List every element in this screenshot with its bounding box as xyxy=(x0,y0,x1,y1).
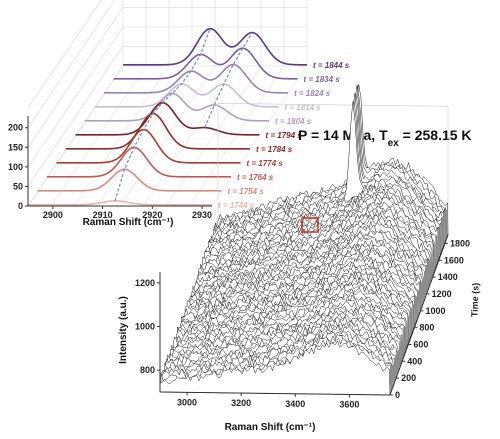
spectrum-line xyxy=(28,200,212,206)
spectrum-line xyxy=(47,146,231,178)
x-tick-label: 2930 xyxy=(192,210,212,220)
surface-z-tick-label: 1000 xyxy=(426,306,446,316)
grid-line-depth xyxy=(188,65,285,207)
surface-y-axis-label: Intensity (a.u.) xyxy=(118,296,129,364)
surface-x-axis-label: Raman Shift (cm⁻¹) xyxy=(225,422,316,433)
surface-z-tick-label: 1800 xyxy=(450,238,470,248)
time-label: t = 1834 s xyxy=(304,75,341,84)
x-tick-label: 2920 xyxy=(142,210,162,220)
surface-y-tick-label: 1200 xyxy=(135,278,155,288)
waterfall-chart: t = 1844 s t = 1834 s t = 1824 s t = 1814 s… xyxy=(8,0,350,228)
grid-line-side xyxy=(27,0,102,109)
spectrum-line xyxy=(75,101,260,136)
y-tick-label: 0 xyxy=(18,201,23,211)
waterfall-axes: 2900 2910 2920 2930 0 50 100 150 200 xyxy=(8,116,212,220)
surface-z-tick-label: 1600 xyxy=(444,255,464,265)
surface-spectrum xyxy=(159,340,391,396)
spectrum-line xyxy=(113,47,298,80)
grid-line-depth xyxy=(73,65,170,207)
surface-x-tick-label: 3200 xyxy=(231,398,251,408)
grid-line-side xyxy=(27,26,124,168)
time-label: t = 1844 s xyxy=(313,61,350,70)
y-tick-label: 150 xyxy=(8,142,23,152)
grid-line-depth xyxy=(50,65,147,207)
time-label: t = 1804 s xyxy=(275,117,312,126)
spectrum-line xyxy=(94,83,279,108)
x-tick-label: 2910 xyxy=(93,210,113,220)
time-label: t = 1794 s xyxy=(266,131,303,140)
y-tick-label: 50 xyxy=(13,181,23,191)
surface-z-tick-label: 600 xyxy=(413,339,428,349)
surface-z-tick-label: 800 xyxy=(419,323,434,333)
waterfall-curves: t = 1844 s t = 1834 s t = 1824 s t = 1814 s… xyxy=(28,27,350,210)
spectrum-line xyxy=(85,92,269,122)
spectrum-line xyxy=(37,168,222,192)
spectrum-line xyxy=(123,27,307,66)
time-label: t = 1824 s xyxy=(294,89,331,98)
condition-subscript: ex xyxy=(388,138,400,149)
surface-z-tick-label: 400 xyxy=(407,356,422,366)
grid-line-side xyxy=(27,65,124,207)
grid-line-side xyxy=(27,7,124,148)
x-tick-label: 2900 xyxy=(43,210,63,220)
zoom-region-box xyxy=(301,217,319,233)
grid-line-depth xyxy=(119,65,216,207)
time-label: t = 1764 s xyxy=(237,173,274,182)
surface-x-tick-label: 3400 xyxy=(285,399,305,409)
grid-line-side xyxy=(27,0,116,128)
spectrum-line xyxy=(56,128,241,164)
surface-mesh xyxy=(159,83,449,396)
condition-suffix: = 258.15 K xyxy=(399,127,472,143)
surface-x-axis-line xyxy=(159,391,391,396)
surface-y-tick-label: 1000 xyxy=(135,322,155,332)
time-label: t = 1754 s xyxy=(228,187,265,196)
surface-z-tick-label: 1400 xyxy=(438,272,458,282)
surface-z-tick-label: 0 xyxy=(395,390,400,400)
waterfall-x-axis-label: Raman Shift (cm⁻¹) xyxy=(83,217,174,228)
time-label: t = 1814 s xyxy=(285,103,322,112)
condition-prefix: P = 14 MPa, T xyxy=(298,127,388,143)
surface-y-tick-label: 800 xyxy=(140,365,155,375)
surface-z-tick-label: 200 xyxy=(401,373,416,383)
peak-trend-line xyxy=(114,28,211,202)
surface-z-axis-line xyxy=(389,234,449,396)
spectrum-line xyxy=(66,112,250,150)
surface-z-axis-label: Time (s) xyxy=(469,283,480,318)
peak-trend-line xyxy=(204,32,253,128)
spectrum-line xyxy=(104,63,288,94)
grid-line-depth xyxy=(96,65,193,207)
time-label: t = 1784 s xyxy=(256,145,293,154)
surface-x-tick-label: 3600 xyxy=(339,399,359,409)
grid-line-depth xyxy=(165,65,262,207)
y-tick-label: 100 xyxy=(8,162,23,172)
condition-label: P = 14 MPa, Tex = 258.15 K xyxy=(298,127,472,149)
grid-line-side xyxy=(27,46,124,187)
grid-line-depth xyxy=(211,65,308,207)
time-label: t = 1774 s xyxy=(247,159,284,168)
surface-x-tick-label: 3000 xyxy=(177,397,197,407)
grid-line-depth xyxy=(142,65,239,207)
surface-z-tick-label: 1200 xyxy=(432,289,452,299)
time-label: t = 1744 s xyxy=(218,201,255,210)
y-tick-label: 200 xyxy=(8,123,23,133)
